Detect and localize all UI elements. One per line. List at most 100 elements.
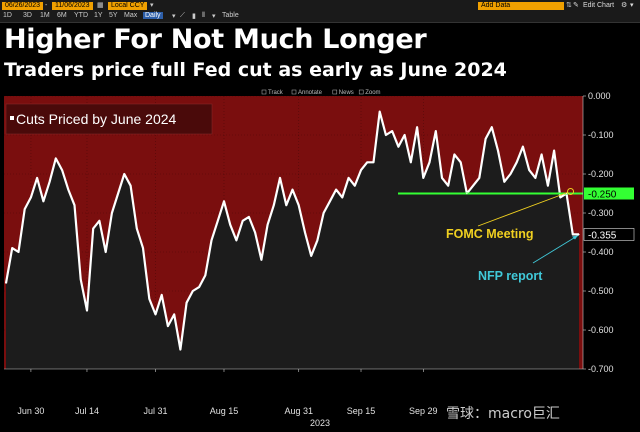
candle-chart-icon[interactable]: ⫴ [202, 12, 205, 19]
date-separator: - [45, 2, 48, 9]
chevron-down-icon[interactable]: ▾ [630, 2, 634, 9]
data-point [254, 231, 256, 234]
data-point [466, 192, 468, 195]
data-point [48, 181, 51, 183]
data-point [210, 239, 213, 241]
y-tick-label: -0.300 [588, 208, 614, 218]
range-1y-button[interactable]: 1Y [94, 12, 103, 19]
chart-title: Higher For Not Much Longer [4, 24, 427, 55]
edit-chart-button[interactable]: Edit Chart [583, 2, 615, 9]
data-point [435, 130, 437, 132]
data-point [17, 251, 20, 253]
data-point [578, 233, 580, 236]
range-ytd-button[interactable]: YTD [74, 12, 88, 19]
data-point [192, 290, 194, 292]
data-point [129, 185, 132, 187]
chart-toolbar: Track Annotate News Zoom [261, 89, 381, 96]
data-point [491, 126, 493, 128]
data-point [503, 181, 505, 183]
x-tick-label: Aug 31 [284, 406, 313, 416]
currency-select[interactable]: Local CCY [108, 2, 148, 10]
chart-toolbar-icon[interactable] [291, 89, 297, 95]
data-point [447, 185, 449, 187]
range-1d-button[interactable]: 1D [3, 12, 12, 19]
data-point [92, 228, 94, 230]
data-point [366, 161, 368, 163]
annotations: FOMC Meeting NFP report [446, 188, 579, 283]
fomc-label: FOMC Meeting [446, 227, 534, 241]
last-value-box [583, 228, 635, 241]
bar-chart-icon[interactable]: ▮ [192, 13, 196, 20]
data-point [484, 138, 487, 140]
chart-toolbar-annotate[interactable]: Annotate [298, 90, 323, 96]
y-tick-label: -0.500 [588, 286, 614, 296]
range-5y-button[interactable]: 5Y [109, 12, 118, 19]
chart-toolbar-icon[interactable] [261, 89, 267, 95]
data-point [410, 161, 412, 163]
chart-toolbar-zoom[interactable]: Zoom [365, 90, 380, 96]
x-tick-label: Sep 15 [347, 406, 376, 416]
data-point [266, 224, 269, 226]
range-3d-button[interactable]: 3D [23, 12, 32, 19]
y-tick-label: -0.700 [588, 364, 614, 374]
chart-toolbar-icon[interactable] [332, 89, 338, 95]
y-tick-label: 0.000 [588, 91, 611, 101]
data-point [179, 348, 181, 351]
start-date-field[interactable]: 06/26/2023 [2, 2, 44, 10]
line-chart-icon[interactable]: ⟋ [180, 12, 185, 19]
range-1m-button[interactable]: 1M [40, 12, 50, 19]
x-tick-label: Jun 30 [17, 406, 44, 416]
data-point [279, 177, 281, 179]
data-point [55, 157, 57, 159]
x-tick-label: Sep 29 [409, 406, 438, 416]
table-button[interactable]: Table [222, 12, 239, 19]
legend-label: Cuts Priced by June 2024 [16, 111, 177, 127]
calendar-icon[interactable]: ▦ [97, 2, 104, 9]
data-point [335, 189, 337, 191]
data-point [217, 220, 219, 222]
data-point [67, 189, 69, 191]
edit-icon[interactable]: ✎ [573, 2, 579, 9]
data-point [117, 192, 119, 195]
y-axis: 0.000 -0.100 -0.200 -0.300 -0.400 -0.500 -0.60… [582, 91, 614, 374]
data-point [310, 255, 312, 257]
chart-toolbar-news[interactable]: News [339, 90, 354, 96]
fomc-leader-line [477, 192, 568, 227]
data-point [111, 212, 113, 214]
data-point [98, 220, 101, 222]
y-tick-label: -0.600 [588, 325, 614, 335]
data-point [223, 200, 225, 202]
x-year-label: 2023 [310, 418, 330, 428]
chevron-down-icon[interactable]: ▾ [150, 2, 154, 9]
nfp-arrowhead [572, 235, 578, 240]
range-max-button[interactable]: Max [124, 12, 138, 19]
data-point [36, 177, 38, 179]
settings-icon[interactable]: ⚙ [621, 2, 628, 9]
data-point [42, 200, 44, 202]
chart-toolbar-icon[interactable] [358, 89, 364, 95]
data-point [204, 274, 206, 276]
sort-icon[interactable]: ⇅ [566, 2, 572, 9]
end-date-field[interactable]: 11/06/2023 [52, 2, 93, 10]
nfp-label: NFP report [478, 269, 543, 283]
chevron-down-icon[interactable]: ▾ [172, 13, 176, 20]
range-6m-button[interactable]: 6M [57, 12, 67, 19]
chart-subtitle: Traders price full Fed cut as early as J… [4, 59, 507, 81]
data-point [11, 247, 13, 249]
data-point [73, 204, 76, 206]
frequency-select[interactable]: Daily [143, 12, 163, 19]
chart-toolbar-track[interactable]: Track [268, 90, 284, 96]
data-point [460, 161, 462, 163]
data-point [273, 204, 275, 206]
chevron-down-icon[interactable]: ▾ [212, 13, 216, 20]
reference-value-label: -0.250 [588, 190, 617, 201]
data-point [142, 247, 144, 249]
y-tick-label: -0.100 [588, 130, 614, 140]
data-point [161, 294, 163, 296]
data-point [404, 134, 406, 136]
add-data-input[interactable]: Add Data [478, 2, 564, 10]
data-point [291, 189, 294, 191]
nfp-leader-line [532, 235, 579, 264]
watermark: 雪球：macro巨汇 [446, 406, 560, 422]
data-point [428, 161, 431, 163]
